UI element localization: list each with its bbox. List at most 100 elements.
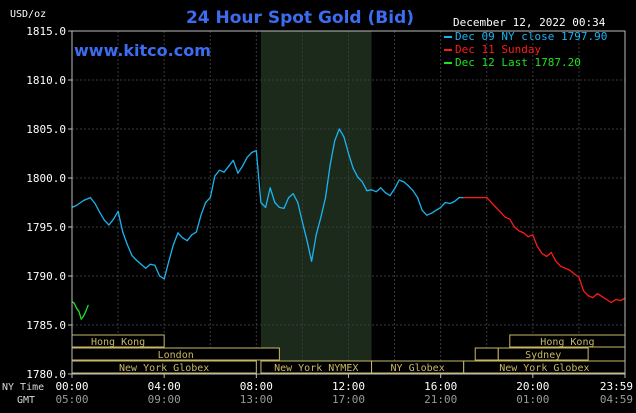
- series-point: [99, 211, 101, 213]
- x-tick-label-gmt: 05:00: [55, 393, 88, 406]
- series-point: [453, 200, 456, 203]
- series-point: [384, 192, 386, 194]
- series-point: [366, 190, 368, 192]
- series-point: [73, 302, 75, 304]
- series-point: [205, 201, 207, 204]
- y-tick-label: 1815.0: [26, 25, 66, 38]
- series-point: [458, 197, 460, 199]
- series-point: [559, 265, 562, 267]
- session-label: London: [158, 350, 194, 361]
- series-point: [394, 188, 396, 190]
- series-point: [564, 267, 566, 269]
- series-point: [541, 252, 543, 255]
- series-point: [131, 254, 133, 256]
- session-label: New York Globex: [499, 363, 589, 374]
- series-point: [209, 197, 211, 199]
- series-point: [301, 221, 303, 223]
- series-point: [536, 246, 539, 248]
- series-point: [195, 231, 197, 233]
- series-point: [255, 150, 257, 152]
- session-label: New York NYMEX: [274, 363, 358, 374]
- series-point: [596, 293, 599, 295]
- series-point: [122, 231, 124, 233]
- series-point: [297, 201, 299, 204]
- x-tick-label-ny: 04:00: [148, 380, 181, 393]
- series-point: [573, 273, 575, 275]
- series-point: [223, 171, 225, 173]
- series-point: [145, 267, 147, 269]
- x-tick-label-gmt: 21:00: [424, 393, 457, 406]
- series-point: [218, 169, 221, 171]
- series-point: [495, 206, 497, 208]
- series-point: [82, 315, 85, 317]
- series-point: [283, 207, 285, 209]
- series-point: [352, 167, 354, 169]
- series-point: [200, 214, 202, 216]
- session-label: Hong Kong: [540, 337, 594, 348]
- series-point: [486, 197, 488, 199]
- y-tick-label: 1780.0: [26, 368, 66, 381]
- series-point: [278, 206, 280, 208]
- series-point: [474, 197, 476, 199]
- series-point: [168, 260, 170, 262]
- y-tick-label: 1800.0: [26, 172, 66, 185]
- x-tick-label-gmt: 04:59: [600, 393, 633, 406]
- series-point: [513, 226, 516, 228]
- price-series: [71, 128, 626, 320]
- series-point: [228, 165, 230, 167]
- series-point: [320, 216, 322, 218]
- series-point: [389, 195, 391, 197]
- ny-time-label: NY Time: [2, 382, 44, 393]
- session-label: Sydney: [525, 350, 561, 361]
- series-point: [265, 206, 267, 208]
- series-point: [241, 165, 244, 167]
- trading-sessions: Hong Kong London New York Globex New York N…: [71, 334, 626, 374]
- series-point: [550, 251, 552, 254]
- series-point: [108, 224, 110, 226]
- series-point: [518, 230, 520, 232]
- series-point: [426, 214, 428, 216]
- series-point: [449, 202, 451, 205]
- x-tick-label-gmt: 13:00: [240, 393, 273, 406]
- series-point: [269, 187, 271, 189]
- series-point: [154, 264, 156, 266]
- x-tick-label-gmt: 17:00: [332, 393, 365, 406]
- series-point: [357, 176, 359, 178]
- session-band: [474, 347, 499, 361]
- series-point: [232, 159, 234, 161]
- timestamp: December 12, 2022 00:34: [453, 16, 606, 29]
- series-point: [601, 296, 603, 298]
- series-point: [421, 209, 423, 211]
- y-tick-label: 1795.0: [26, 221, 66, 234]
- series-point: [380, 187, 382, 189]
- series-point: [412, 190, 414, 192]
- y-tick-label: 1785.0: [26, 319, 66, 332]
- series-point: [135, 259, 138, 261]
- series-point: [329, 164, 331, 166]
- series-point: [172, 244, 174, 246]
- series-point: [85, 310, 87, 312]
- series-point: [149, 263, 151, 265]
- legend-entry: Dec 09 NY close 1797.90: [455, 30, 607, 43]
- series-point: [82, 199, 85, 202]
- series-point: [76, 307, 78, 309]
- series-point: [251, 151, 253, 154]
- series-point: [186, 240, 188, 242]
- watermark-url: www.kitco.com: [74, 41, 211, 60]
- x-tick-label-ny: 20:00: [516, 380, 549, 393]
- series-point: [578, 276, 580, 278]
- series-point: [117, 210, 119, 212]
- series-point: [288, 197, 290, 199]
- series-point: [89, 197, 91, 199]
- session-band: [497, 347, 589, 361]
- x-tick-label-gmt: 01:00: [516, 393, 549, 406]
- series-point: [444, 201, 446, 204]
- series-point: [191, 234, 193, 236]
- y-tick-label: 1810.0: [26, 74, 66, 87]
- legend-entry: Dec 12 Last 1787.20: [455, 56, 581, 69]
- series-point: [306, 240, 308, 242]
- series-point: [260, 201, 262, 204]
- series-point: [430, 212, 432, 214]
